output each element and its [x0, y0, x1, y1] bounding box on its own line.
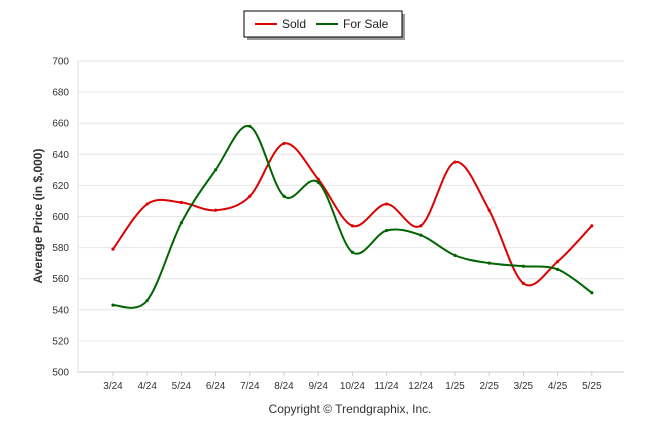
gridlines	[78, 60, 624, 342]
x-tick-label: 1/25	[445, 381, 465, 392]
y-tick-label: 560	[52, 274, 69, 285]
data-point-sold	[487, 208, 491, 212]
data-point-for-sale	[556, 267, 560, 271]
copyright-footer: Copyright © Trendgraphix, Inc.	[269, 402, 432, 416]
x-tick-label: 8/24	[274, 381, 294, 392]
x-tick-label: 5/24	[172, 381, 192, 392]
data-point-sold	[214, 208, 218, 212]
legend-label-sold: Sold	[282, 17, 306, 31]
y-tick-label: 680	[52, 88, 69, 99]
y-tick-label: 600	[52, 212, 69, 223]
data-point-for-sale	[248, 124, 252, 128]
data-point-sold	[419, 224, 423, 228]
series-line-sold	[112, 142, 593, 287]
data-point-for-sale	[487, 261, 491, 265]
data-point-sold	[590, 224, 594, 228]
data-point-for-sale	[521, 264, 526, 268]
y-tick-label: 580	[52, 243, 69, 254]
data-point-sold	[521, 281, 526, 285]
x-tick-label: 6/24	[206, 381, 226, 392]
x-tick-label: 3/25	[514, 381, 534, 392]
series-lines	[111, 124, 594, 309]
data-point-for-sale	[419, 233, 423, 237]
series-line-for-sale	[112, 125, 593, 309]
data-point-sold	[145, 202, 149, 206]
data-point-sold	[350, 224, 354, 228]
data-point-sold	[111, 247, 115, 251]
x-tick-label: 10/24	[340, 381, 365, 392]
data-point-for-sale	[385, 228, 389, 233]
x-tick-label: 7/24	[240, 381, 260, 392]
data-point-for-sale	[453, 253, 457, 257]
data-point-for-sale	[282, 194, 286, 198]
data-point-sold	[179, 200, 183, 205]
x-tick-labels: 3/24 4/24 5/24 6/24 7/24 8/24 9/24 10/24 11/24 12…	[103, 372, 602, 392]
x-tick-label: 12/24	[408, 381, 433, 392]
y-tick-label: 640	[52, 150, 69, 161]
data-point-for-sale	[316, 180, 320, 184]
data-point-for-sale	[111, 303, 115, 307]
y-tick-label: 500	[52, 368, 69, 379]
y-tick-label: 620	[52, 181, 69, 192]
y-tick-label: 520	[52, 336, 69, 347]
data-point-sold	[316, 177, 320, 181]
x-tick-label: 2/25	[479, 381, 499, 392]
x-tick-label: 4/25	[548, 381, 568, 392]
legend: Sold For Sale	[243, 10, 405, 40]
x-tick-label: 3/24	[103, 381, 123, 392]
x-tick-label: 11/24	[374, 381, 399, 392]
data-point-sold	[282, 141, 286, 146]
data-point-sold	[453, 160, 457, 164]
data-point-for-sale	[350, 250, 354, 254]
y-tick-label: 700	[52, 57, 69, 68]
y-axis-title: Average Price (in $,000)	[31, 149, 45, 284]
x-tick-label: 5/25	[582, 381, 602, 392]
data-point-sold	[248, 194, 252, 198]
y-tick-label: 540	[52, 305, 69, 316]
data-point-for-sale	[145, 298, 149, 303]
data-point-sold	[556, 259, 560, 264]
y-tick-label: 660	[52, 119, 69, 130]
data-point-for-sale	[214, 168, 218, 172]
data-point-for-sale	[179, 221, 183, 225]
legend-label-for-sale: For Sale	[343, 17, 389, 31]
data-point-sold	[385, 202, 389, 206]
x-tick-label: 9/24	[308, 381, 328, 392]
data-point-for-sale	[590, 291, 594, 295]
y-tick-labels: 500 520 540 560 580 600 620 640 660 680 700	[52, 57, 69, 379]
x-tick-label: 4/24	[137, 381, 157, 392]
